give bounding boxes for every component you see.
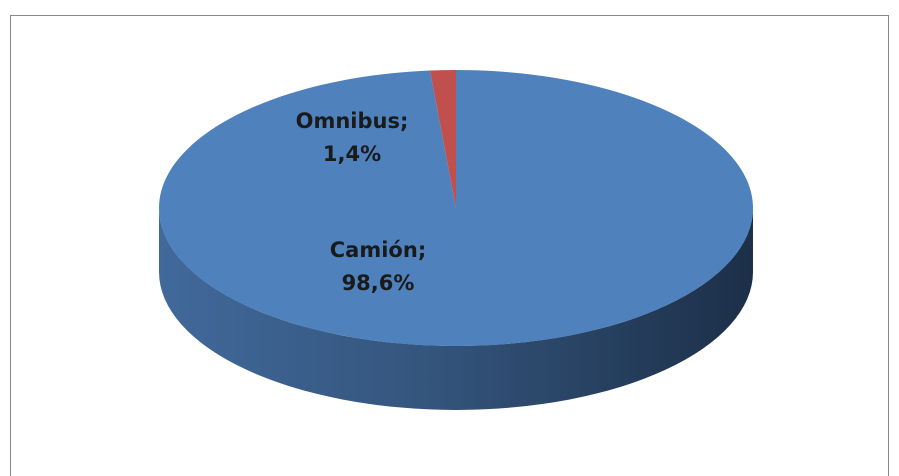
pie-slice xyxy=(429,70,456,208)
slice-value-label: 1,4% xyxy=(323,142,381,166)
slice-value-label: 98,6% xyxy=(342,271,415,295)
pie-slice xyxy=(158,70,753,346)
label-separator: ; xyxy=(400,109,408,133)
slice-category: Camión xyxy=(330,238,418,262)
pie-side xyxy=(159,208,753,410)
slice-category: Omnibus xyxy=(296,109,400,133)
label-separator: ; xyxy=(418,238,426,262)
slice-label: Camión; xyxy=(330,238,426,262)
slice-label: Omnibus; xyxy=(296,109,409,133)
